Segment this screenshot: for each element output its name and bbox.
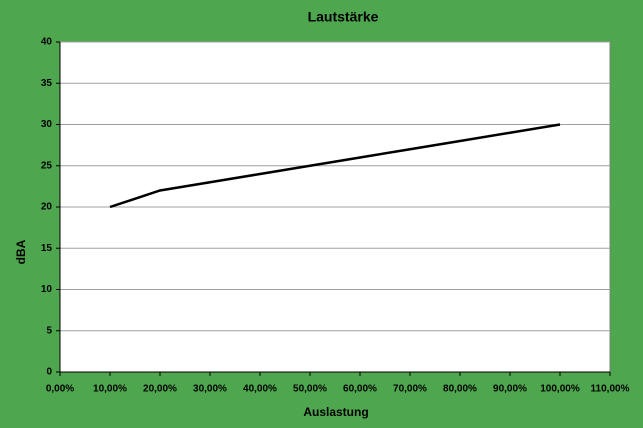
x-tick-label: 110,00%: [591, 384, 630, 395]
x-tick-label: 80,00%: [443, 384, 477, 395]
x-tick-label: 50,00%: [293, 384, 327, 395]
x-tick-label: 0,00%: [46, 384, 74, 395]
x-tick-label: 60,00%: [343, 384, 377, 395]
x-tick-label: 40,00%: [243, 384, 277, 395]
y-tick-label: 15: [41, 243, 53, 254]
x-tick-label: 90,00%: [493, 384, 527, 395]
y-tick-label: 0: [46, 367, 52, 378]
y-tick-label: 30: [41, 119, 53, 130]
y-tick-label: 35: [41, 78, 53, 89]
y-tick-label: 5: [46, 325, 52, 336]
x-axis-label: Auslastung: [303, 405, 368, 419]
x-tick-label: 30,00%: [193, 384, 227, 395]
x-tick-label: 100,00%: [540, 384, 580, 395]
x-tick-label: 10,00%: [93, 384, 127, 395]
y-axis-label: dBA: [14, 239, 28, 264]
y-tick-label: 25: [41, 160, 53, 171]
x-tick-label: 70,00%: [393, 384, 427, 395]
data-line: [109, 123, 561, 209]
y-tick-label: 40: [41, 37, 53, 48]
y-tick-label: 20: [41, 202, 53, 213]
x-tick-label: 20,00%: [143, 384, 177, 395]
chart-title: Lautstärke: [308, 9, 379, 25]
y-tick-label: 10: [41, 284, 53, 295]
